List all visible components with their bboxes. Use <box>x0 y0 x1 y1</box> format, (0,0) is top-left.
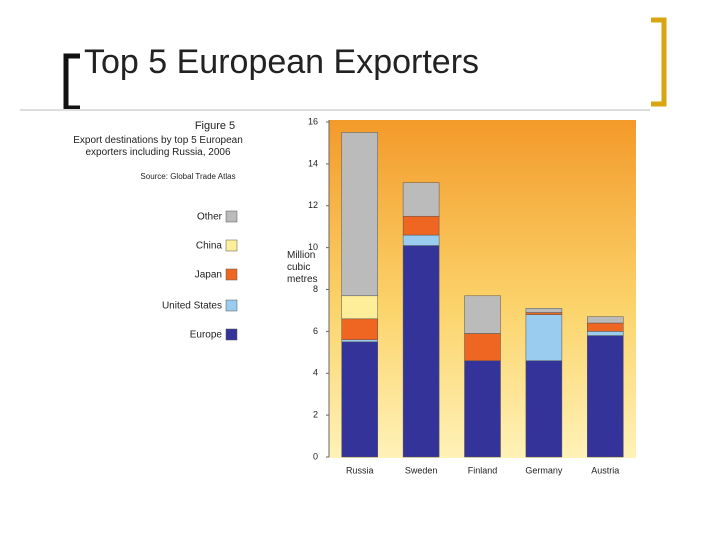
y-tick-label: 10 <box>308 242 318 252</box>
bar-segment <box>587 322 624 332</box>
bar-segment <box>525 314 563 361</box>
y-tick-label: 8 <box>313 284 318 294</box>
y-tick-label: 14 <box>308 158 318 168</box>
bar-segment <box>341 339 378 343</box>
bar-segment <box>587 335 624 458</box>
y-tick-label: 16 <box>308 116 318 126</box>
legend-label: Other <box>197 212 223 223</box>
bar-segment <box>525 312 563 315</box>
figure-label: Figure 5 <box>195 120 235 132</box>
y-tick-label: 2 <box>313 410 318 420</box>
x-tick-label: Russia <box>346 465 374 475</box>
x-tick-label: Germany <box>525 465 563 475</box>
title-bracket-right <box>651 17 667 107</box>
legend-swatch <box>225 328 238 341</box>
bar-segment <box>587 316 624 324</box>
bar-segment <box>341 318 378 340</box>
bar-segment <box>525 308 563 313</box>
x-tick-label: Finland <box>468 465 498 475</box>
chart-title-box: Export destinations by top 5 European ex… <box>73 135 243 158</box>
legend-label: United States <box>162 301 222 312</box>
chart-title: Export destinations by top 5 European ex… <box>73 135 243 158</box>
bar-segment <box>402 215 440 236</box>
y-tick-label: 6 <box>313 326 318 336</box>
y-axis-label: Million cubic metres <box>287 250 318 285</box>
legend-label: Europe <box>190 330 223 341</box>
slide-title: Top 5 European Exporters <box>84 43 479 81</box>
legend-swatch <box>225 268 238 281</box>
y-tick-label: 4 <box>313 368 318 378</box>
bar-segment <box>341 132 378 297</box>
bar-segment <box>341 341 378 458</box>
bar-segment <box>402 182 440 217</box>
bar-segment <box>525 360 563 458</box>
legend-swatch <box>225 210 238 223</box>
y-tick-label: 0 <box>313 451 318 461</box>
legend-label: China <box>196 241 223 252</box>
bar-segment <box>341 295 378 320</box>
legend-label: Japan <box>195 270 222 281</box>
bar-segment <box>464 333 501 361</box>
x-tick-label: Austria <box>591 465 619 475</box>
bar-segment <box>587 331 624 336</box>
title-bracket-left <box>63 53 80 111</box>
bar-segment <box>402 234 440 246</box>
legend-swatch <box>225 299 238 312</box>
x-tick-label: Sweden <box>405 465 438 475</box>
y-tick-label: 12 <box>308 200 318 210</box>
source: Source: Global Trade Atlas <box>140 172 235 181</box>
bar-segment <box>402 245 440 458</box>
legend-swatch <box>225 239 238 252</box>
bar-segment <box>464 360 501 458</box>
bar-segment <box>464 295 501 334</box>
